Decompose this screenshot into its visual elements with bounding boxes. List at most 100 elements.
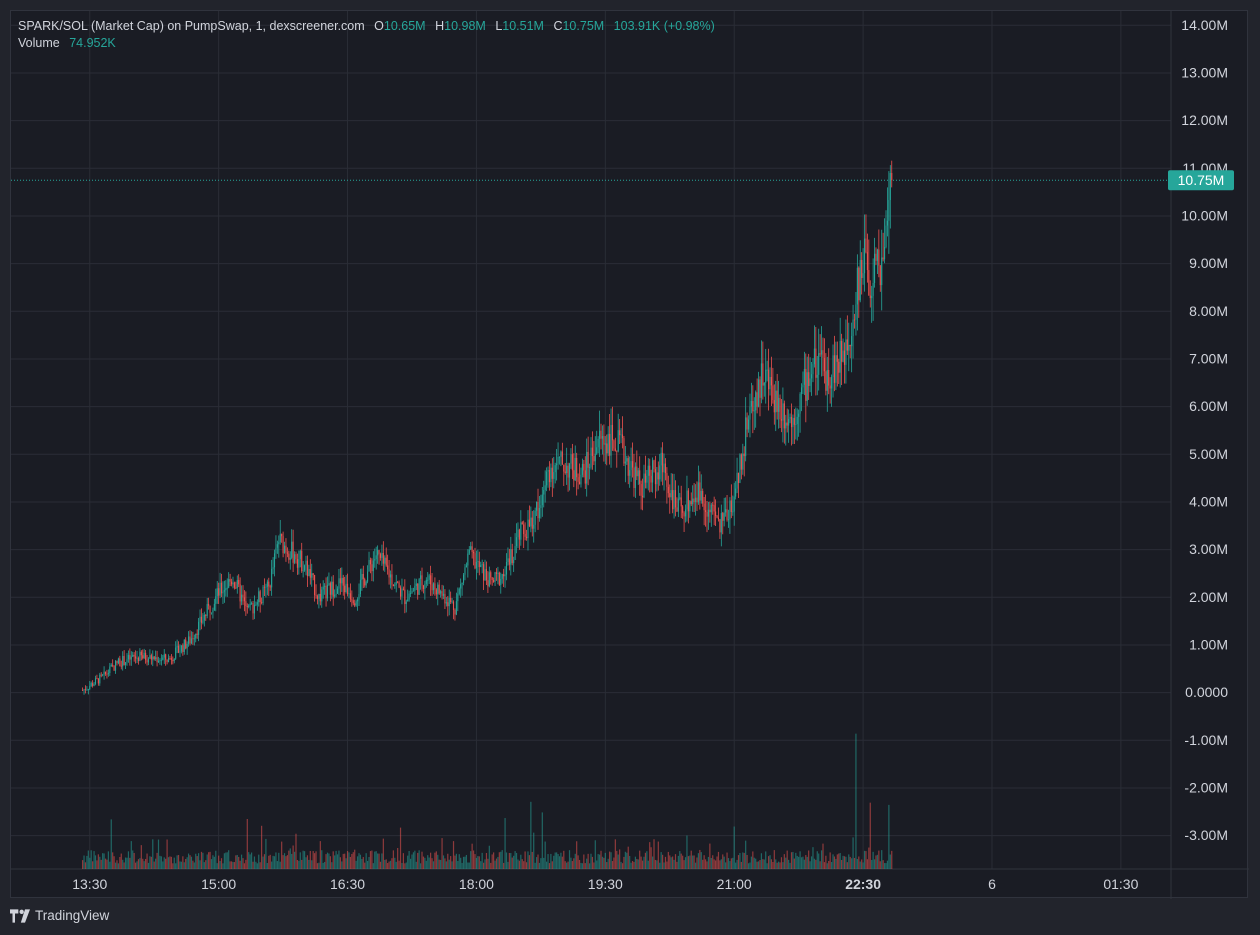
volume-bar xyxy=(205,860,207,869)
candle-body xyxy=(646,475,648,483)
candle-body xyxy=(273,553,276,568)
volume-bar xyxy=(368,856,370,869)
volume-bar xyxy=(835,858,837,869)
candle-body xyxy=(462,574,465,583)
volume-bar xyxy=(759,859,761,869)
volume-bar xyxy=(243,863,246,869)
volume-bar xyxy=(210,859,213,869)
volume-bar xyxy=(487,858,489,869)
candle-body xyxy=(190,638,192,644)
volume-bar xyxy=(335,850,337,869)
candle-body xyxy=(102,674,104,676)
candle-body xyxy=(358,594,360,600)
candle-body xyxy=(412,590,414,592)
volume-bar xyxy=(462,856,465,869)
candle-body xyxy=(159,660,161,662)
volume-label[interactable]: Volume xyxy=(18,36,60,50)
volume-bar xyxy=(836,854,838,869)
candle-body xyxy=(810,374,813,379)
volume-bar xyxy=(743,852,745,869)
candle-body xyxy=(193,638,195,640)
volume-bar xyxy=(352,852,354,869)
volume-bar xyxy=(299,852,301,869)
volume-bar xyxy=(256,863,258,869)
volume-bar xyxy=(745,840,747,869)
volume-bar xyxy=(454,855,456,869)
volume-bar xyxy=(763,859,765,869)
brand-label[interactable]: TradingView xyxy=(35,908,110,923)
candle-body xyxy=(825,371,827,391)
price-chart[interactable]: 14.00M13.00M12.00M11.00M10.00M9.00M8.00M… xyxy=(11,11,1249,899)
volume-bar xyxy=(677,855,679,869)
price-tick-label: 13.00M xyxy=(1181,64,1228,80)
volume-bar xyxy=(442,855,445,869)
candle-body xyxy=(498,572,500,586)
volume-bar xyxy=(659,862,661,869)
volume-bar xyxy=(793,858,795,869)
candle-body xyxy=(225,588,227,591)
volume-bar xyxy=(83,855,85,869)
volume-bar xyxy=(225,852,227,869)
volume-bar xyxy=(354,849,356,869)
volume-bar xyxy=(523,861,525,869)
volume-bar xyxy=(422,856,425,869)
candle-body xyxy=(84,689,87,691)
volume-bar xyxy=(87,850,89,869)
candle-body xyxy=(291,541,293,558)
candle-body xyxy=(94,678,97,684)
candle-body xyxy=(294,554,296,563)
time-tick-label: 22:30 xyxy=(845,876,881,892)
volume-bar xyxy=(672,856,674,869)
volume-bar xyxy=(629,855,631,869)
candle-body xyxy=(560,451,562,457)
candle-body xyxy=(450,597,452,603)
candle-body xyxy=(283,545,286,554)
candle-body xyxy=(387,565,389,570)
volume-bar xyxy=(382,838,384,869)
volume-bar xyxy=(676,861,678,869)
volume-bar xyxy=(513,855,515,869)
chart-frame[interactable]: 14.00M 13.00M 12.00M 11.00M 10.00M 9.00M 8.00M… xyxy=(10,10,1249,899)
volume-bar xyxy=(356,856,359,869)
candle-body xyxy=(130,656,132,660)
candle-body xyxy=(402,588,404,590)
volume-bar xyxy=(619,849,621,869)
candle-body xyxy=(93,683,95,686)
volume-bar xyxy=(706,861,708,869)
candle-body xyxy=(531,517,533,529)
candle-body xyxy=(793,417,795,425)
candle-body xyxy=(743,453,745,457)
candle-body xyxy=(457,594,459,602)
candle-body xyxy=(564,471,566,474)
candle-body xyxy=(722,513,724,521)
volume-bar xyxy=(482,862,485,869)
candle-body xyxy=(286,552,288,554)
candle-body xyxy=(285,545,287,553)
candle-body xyxy=(309,569,311,578)
volume-bar xyxy=(116,860,118,869)
volume-bar xyxy=(170,856,172,869)
tradingview-logo-icon[interactable] xyxy=(10,908,30,923)
candle-body xyxy=(424,583,426,589)
volume-bar xyxy=(275,852,277,869)
candle-body xyxy=(863,238,866,274)
candle-body xyxy=(687,490,689,512)
volume-bar xyxy=(414,850,416,869)
symbol-title[interactable]: SPARK/SOL (Market Cap) on PumpSwap, 1, d… xyxy=(18,19,365,33)
volume-bar xyxy=(245,859,247,869)
volume-bar xyxy=(371,850,373,869)
volume-bar xyxy=(374,851,376,869)
candle-body xyxy=(548,469,551,483)
volume-bar xyxy=(621,863,624,869)
volume-bar xyxy=(746,854,748,869)
volume-bar xyxy=(682,855,684,869)
volume-bar xyxy=(261,825,263,869)
candle-body xyxy=(558,456,561,458)
volume-bar xyxy=(593,862,595,869)
candle-body xyxy=(335,593,337,595)
volume-bar xyxy=(788,859,790,869)
volume-bar xyxy=(810,856,813,869)
candle-body xyxy=(92,683,94,686)
candle-body xyxy=(891,173,893,181)
volume-bar xyxy=(594,840,596,869)
